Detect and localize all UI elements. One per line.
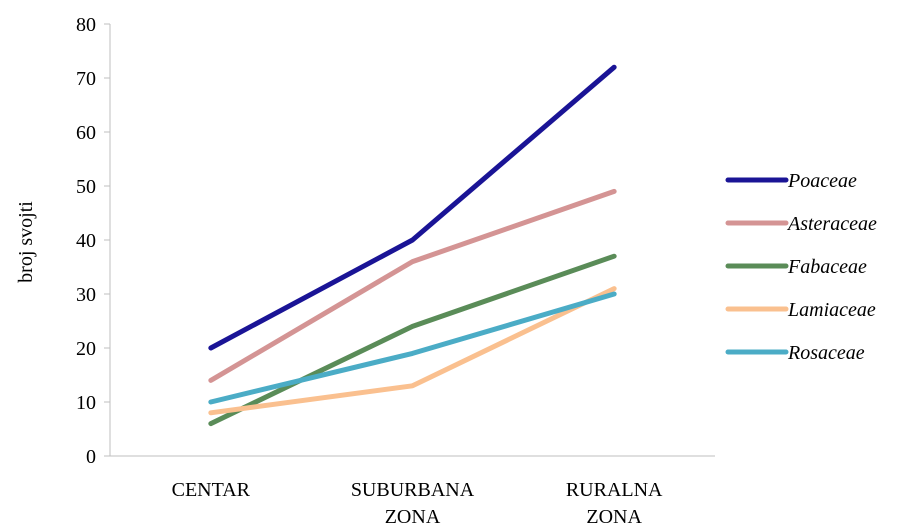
- legend-label: Rosaceae: [787, 342, 865, 364]
- y-tick-label: 70: [76, 68, 96, 90]
- legend: Poaceae Asteraceae Fabaceae Lamiaceae Rosace…: [725, 170, 877, 364]
- y-tick-label: 30: [76, 284, 96, 306]
- legend-label: Asteraceae: [786, 213, 877, 235]
- y-axis: 0 10 20 30 40 50 60 70 80: [76, 14, 111, 468]
- y-tick-label: 20: [76, 338, 96, 360]
- y-axis-label: broj svojti: [15, 201, 37, 283]
- y-tick-label: 0: [86, 446, 96, 468]
- legend-label: Lamiaceae: [787, 299, 876, 321]
- x-tick-label: SUBURBANA ZONA: [351, 479, 475, 526]
- series-line-poaceae: [208, 64, 617, 351]
- legend-label: Poaceae: [787, 170, 857, 192]
- x-tick-label: CENTAR: [172, 479, 251, 501]
- series-line-lamiaceae: [208, 286, 617, 416]
- y-tick-label: 50: [76, 176, 96, 198]
- y-tick-label: 80: [76, 14, 96, 36]
- legend-label: Fabaceae: [787, 256, 867, 278]
- series-line-fabaceae: [208, 253, 617, 427]
- x-axis: CENTAR SUBURBANA ZONA RURALNA ZONA: [110, 455, 715, 526]
- series-lines: [208, 64, 617, 427]
- y-tick-label: 10: [76, 392, 96, 414]
- series-line-rosaceae: [208, 291, 617, 405]
- y-tick-label: 60: [76, 122, 96, 144]
- y-tick-label: 40: [76, 230, 96, 252]
- x-tick-label: RURALNA ZONA: [566, 479, 663, 526]
- series-line-asteraceae: [208, 188, 617, 383]
